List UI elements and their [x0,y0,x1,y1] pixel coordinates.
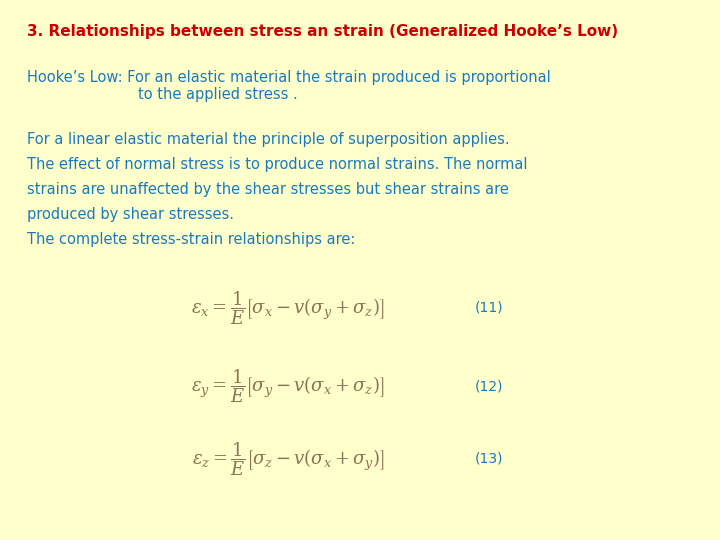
Text: $\varepsilon_x = \dfrac{1}{E}\left[\sigma_x - v(\sigma_y + \sigma_z)\right]$: $\varepsilon_x = \dfrac{1}{E}\left[\sigm… [192,289,384,327]
Text: $\varepsilon_y = \dfrac{1}{E}\left[\sigma_y - v(\sigma_x + \sigma_z)\right]$: $\varepsilon_y = \dfrac{1}{E}\left[\sigm… [192,367,384,405]
Text: (13): (13) [475,452,504,466]
Text: The complete stress-strain relationships are:: The complete stress-strain relationships… [27,232,356,247]
Text: produced by shear stresses.: produced by shear stresses. [27,207,235,222]
Text: $\varepsilon_z = \dfrac{1}{E}\left[\sigma_z - v(\sigma_x + \sigma_y)\right]$: $\varepsilon_z = \dfrac{1}{E}\left[\sigm… [192,440,384,478]
Text: 3. Relationships between stress an strain (Generalized Hooke’s Low): 3. Relationships between stress an strai… [27,24,618,39]
Text: The effect of normal stress is to produce normal strains. The normal: The effect of normal stress is to produc… [27,157,528,172]
Text: For a linear elastic material the principle of superposition applies.: For a linear elastic material the princi… [27,132,510,147]
Text: (11): (11) [475,301,504,315]
Text: strains are unaffected by the shear stresses but shear strains are: strains are unaffected by the shear stre… [27,182,509,197]
Text: (12): (12) [475,379,504,393]
Text: to the applied stress .: to the applied stress . [27,87,298,103]
Text: Hooke’s Low: For an elastic material the strain produced is proportional: Hooke’s Low: For an elastic material the… [27,70,551,85]
